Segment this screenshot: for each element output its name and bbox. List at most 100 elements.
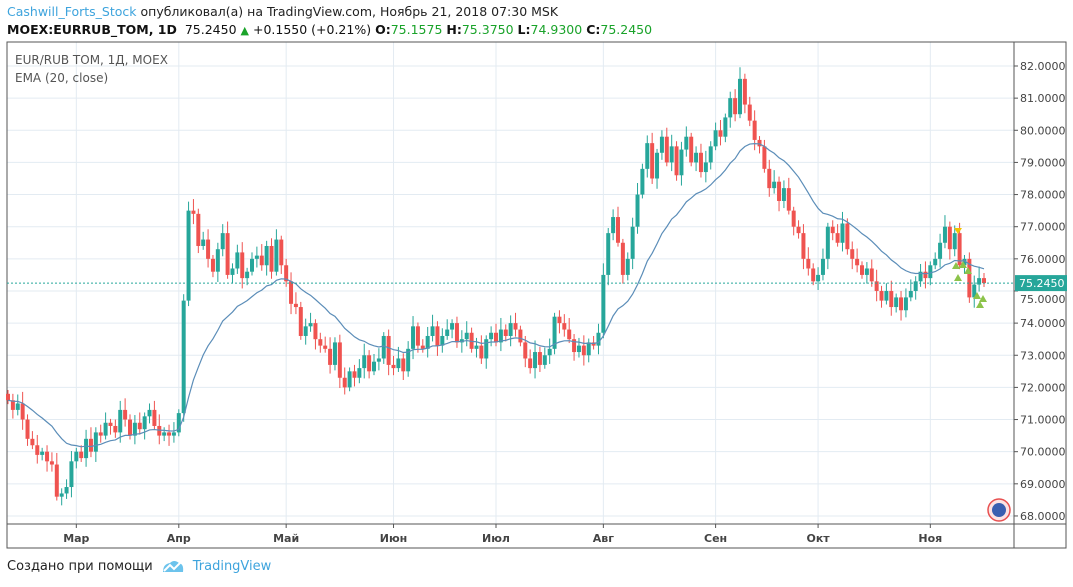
candle-body — [206, 239, 211, 259]
candle — [816, 267, 821, 291]
candle-body — [450, 323, 455, 330]
low-label: L: — [517, 22, 531, 37]
candle — [479, 335, 484, 364]
candle-body — [293, 303, 298, 308]
candle — [498, 317, 503, 352]
signal-triangle-icon — [952, 262, 960, 269]
candle-body — [513, 323, 518, 330]
candle-body — [494, 332, 498, 343]
candle — [679, 141, 684, 186]
price-tick-label: 73.0000 — [1020, 349, 1066, 362]
month-label: Окт — [806, 532, 830, 545]
candle-body — [235, 252, 240, 269]
candle-body — [713, 130, 718, 147]
candle — [777, 176, 782, 212]
candle-body — [547, 348, 552, 356]
ema-line — [7, 143, 985, 448]
candle-body — [264, 245, 269, 266]
candle — [362, 343, 367, 379]
candle — [391, 355, 396, 376]
high-label: H: — [446, 22, 462, 37]
candle-body — [20, 403, 25, 420]
candle-body — [913, 281, 918, 291]
candle-body — [289, 281, 294, 304]
candle-body — [928, 265, 933, 279]
candle-body — [962, 258, 967, 266]
candle — [650, 132, 655, 184]
published-text: опубликовал(а) на TradingView.com, Ноябр… — [140, 4, 559, 19]
price-tick-label: 68.0000 — [1020, 510, 1066, 523]
candle-body — [425, 335, 430, 349]
candle — [328, 337, 333, 374]
author-link[interactable]: Cashwill_Forts_Stock — [7, 4, 137, 19]
candle — [972, 275, 977, 308]
candle — [406, 341, 411, 377]
candle — [132, 415, 137, 445]
candle-body — [157, 425, 162, 436]
candle — [137, 412, 142, 435]
candle-body — [479, 345, 484, 359]
candle-body — [303, 326, 308, 336]
candle — [850, 241, 855, 270]
candle — [167, 424, 172, 446]
candle — [337, 334, 342, 389]
month-label: Авг — [593, 532, 614, 545]
candle — [254, 246, 259, 268]
candle-body — [430, 326, 435, 336]
candle-body — [420, 345, 425, 349]
candle — [113, 419, 118, 438]
price-tick-label: 79.0000 — [1020, 156, 1066, 169]
candle — [630, 217, 635, 270]
chart-legend-indicator[interactable]: EMA (20, close) — [15, 71, 109, 85]
publish-info: Cashwill_Forts_Stock опубликовал(а) на T… — [7, 4, 558, 19]
candle-body — [367, 355, 372, 372]
candle-body — [381, 335, 386, 359]
candle — [586, 338, 591, 363]
candle — [103, 412, 108, 440]
candle-body — [181, 300, 186, 414]
candle — [738, 67, 742, 119]
candle-body — [215, 249, 220, 272]
price-tick-label: 76.0000 — [1020, 253, 1066, 266]
candle-body — [464, 332, 469, 340]
candle-body — [484, 339, 489, 359]
candle-body — [74, 451, 79, 462]
signal-triangle-icon — [976, 301, 984, 308]
candle-body — [162, 432, 167, 436]
candle-body — [576, 345, 581, 353]
candle-body — [947, 226, 952, 250]
candle — [855, 248, 860, 273]
candle-body — [625, 258, 630, 275]
candle — [235, 244, 240, 274]
candle — [98, 424, 103, 443]
candle-body — [742, 78, 747, 105]
tradingview-logo-icon — [162, 561, 183, 572]
candle — [79, 445, 84, 462]
candle — [572, 334, 577, 361]
candle-body — [533, 352, 538, 369]
candle — [84, 429, 89, 467]
candle-body — [176, 413, 181, 433]
candle-body — [635, 194, 640, 227]
signal-triangle-icon — [964, 267, 972, 274]
candle-body — [201, 239, 206, 246]
candle — [142, 412, 147, 440]
candle-body — [225, 233, 230, 275]
candle-body — [698, 152, 703, 173]
candle — [289, 272, 294, 315]
candle-body — [606, 233, 611, 275]
candle — [342, 367, 347, 395]
candle — [372, 353, 376, 376]
tradingview-link[interactable]: TradingView — [192, 558, 272, 574]
candle — [811, 263, 816, 286]
candle-body — [977, 278, 982, 285]
candle-body — [79, 451, 84, 459]
signal-triangle-icon — [954, 228, 962, 234]
candle-body — [835, 233, 840, 243]
candle-body — [542, 355, 547, 365]
candle — [767, 159, 772, 197]
candle — [123, 398, 128, 427]
candle — [874, 269, 879, 302]
candle — [230, 263, 235, 284]
